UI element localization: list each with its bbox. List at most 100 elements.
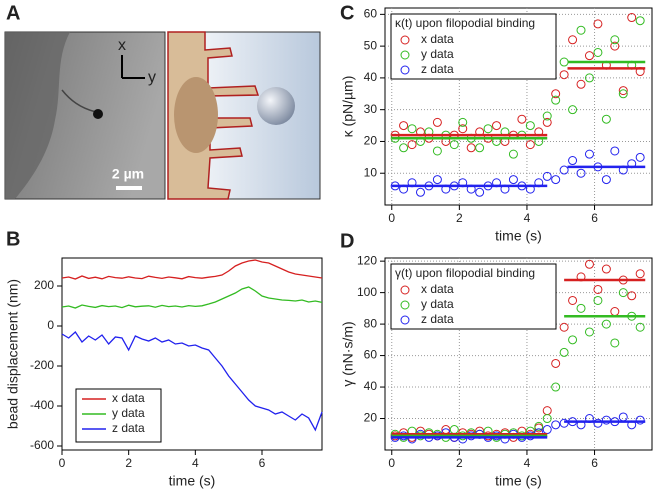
data-point xyxy=(551,95,561,105)
panel-label: B xyxy=(6,228,20,250)
data-point xyxy=(627,291,637,301)
data-point xyxy=(525,140,535,150)
data-line xyxy=(61,286,323,309)
data-point xyxy=(542,414,552,424)
y-tick-label: 0 xyxy=(47,318,54,332)
y-tick-label: -600 xyxy=(30,438,54,452)
y-tick-label: 80 xyxy=(364,316,378,330)
data-point xyxy=(432,146,442,156)
y-axis-title: κ (pN/µm) xyxy=(340,76,356,138)
data-point xyxy=(610,35,620,45)
data-point xyxy=(559,322,569,332)
data-point xyxy=(601,114,611,124)
data-point xyxy=(508,175,518,185)
cell-edge xyxy=(5,32,70,199)
data-point xyxy=(559,347,569,357)
data-point xyxy=(399,143,409,153)
data-point xyxy=(584,51,594,61)
data-point xyxy=(584,327,594,337)
x-tick-label: 4 xyxy=(524,211,531,225)
y-tick-label: 40 xyxy=(364,70,378,84)
data-point xyxy=(593,295,603,305)
data-point xyxy=(576,79,586,89)
x-axis-title: time (s) xyxy=(169,473,216,489)
legend-swatch xyxy=(400,285,410,295)
y-axis-title: γ (nN·s/m) xyxy=(340,321,356,386)
legend-title: γ(t) upon filopodial binding xyxy=(395,266,535,280)
data-point xyxy=(551,89,561,99)
scale-bar-label: 2 µm xyxy=(112,166,144,182)
data-point xyxy=(432,117,442,127)
x-tick-label: 4 xyxy=(524,456,531,470)
data-point xyxy=(568,35,578,45)
data-point xyxy=(551,420,561,430)
legend-swatch xyxy=(400,300,410,310)
cell xyxy=(167,31,260,200)
data-point xyxy=(559,70,569,80)
data-point xyxy=(635,269,645,279)
bead xyxy=(257,87,295,125)
data-point xyxy=(635,152,645,162)
data-point xyxy=(618,86,628,96)
y-axis-title: bead displacement (nm) xyxy=(5,279,21,429)
x-tick-label: 6 xyxy=(591,211,598,225)
data-point xyxy=(399,121,409,131)
legend-label: y data xyxy=(421,297,454,311)
data-point xyxy=(568,295,578,305)
data-point xyxy=(576,303,586,313)
data-point xyxy=(584,149,594,159)
panel-label: C xyxy=(340,2,354,24)
x-axis-title: time (s) xyxy=(495,473,542,489)
legend-label: y data xyxy=(421,47,454,61)
x-tick-label: 0 xyxy=(388,456,395,470)
legend-swatch xyxy=(400,315,410,325)
y-tick-label: 20 xyxy=(364,134,378,148)
data-point xyxy=(601,415,611,425)
data-point xyxy=(551,358,561,368)
data-point xyxy=(449,140,459,150)
y-tick-label: 20 xyxy=(364,411,378,425)
axis-x-label: x xyxy=(118,37,126,54)
y-tick-label: 100 xyxy=(357,285,377,299)
data-point xyxy=(458,117,468,127)
legend-swatch xyxy=(400,65,410,75)
legend-box xyxy=(390,13,557,80)
y-tick-label: 50 xyxy=(364,38,378,52)
y-tick-label: 200 xyxy=(34,278,54,292)
data-point xyxy=(584,73,594,83)
y-tick-label: 30 xyxy=(364,102,378,116)
data-point xyxy=(584,259,594,269)
bead xyxy=(93,109,103,119)
legend-swatch xyxy=(400,35,410,45)
data-line xyxy=(61,331,323,432)
data-point xyxy=(635,16,645,26)
data-point xyxy=(542,117,552,127)
data-point xyxy=(508,149,518,159)
legend-title: κ(t) upon filopodial binding xyxy=(395,16,535,30)
data-point xyxy=(542,171,552,181)
data-point xyxy=(415,187,425,197)
y-tick-label: 40 xyxy=(364,379,378,393)
data-point xyxy=(568,156,578,166)
data-point xyxy=(593,418,603,428)
data-point xyxy=(610,338,620,348)
scale-bar xyxy=(116,186,142,190)
data-point xyxy=(593,19,603,29)
legend-label: z data xyxy=(421,312,454,326)
legend-label: z data xyxy=(421,62,454,76)
legend-box xyxy=(390,263,557,330)
data-point xyxy=(610,146,620,156)
data-point xyxy=(635,322,645,332)
data-point xyxy=(568,335,578,345)
x-tick-label: 2 xyxy=(125,456,132,470)
data-point xyxy=(407,124,417,134)
data-point xyxy=(559,165,569,175)
x-tick-label: 6 xyxy=(591,456,598,470)
panel-label: A xyxy=(6,2,20,24)
data-point xyxy=(635,415,645,425)
legend-box xyxy=(75,388,162,443)
x-tick-label: 4 xyxy=(192,456,199,470)
legend-label: x data xyxy=(421,282,454,296)
x-tick-label: 2 xyxy=(456,211,463,225)
